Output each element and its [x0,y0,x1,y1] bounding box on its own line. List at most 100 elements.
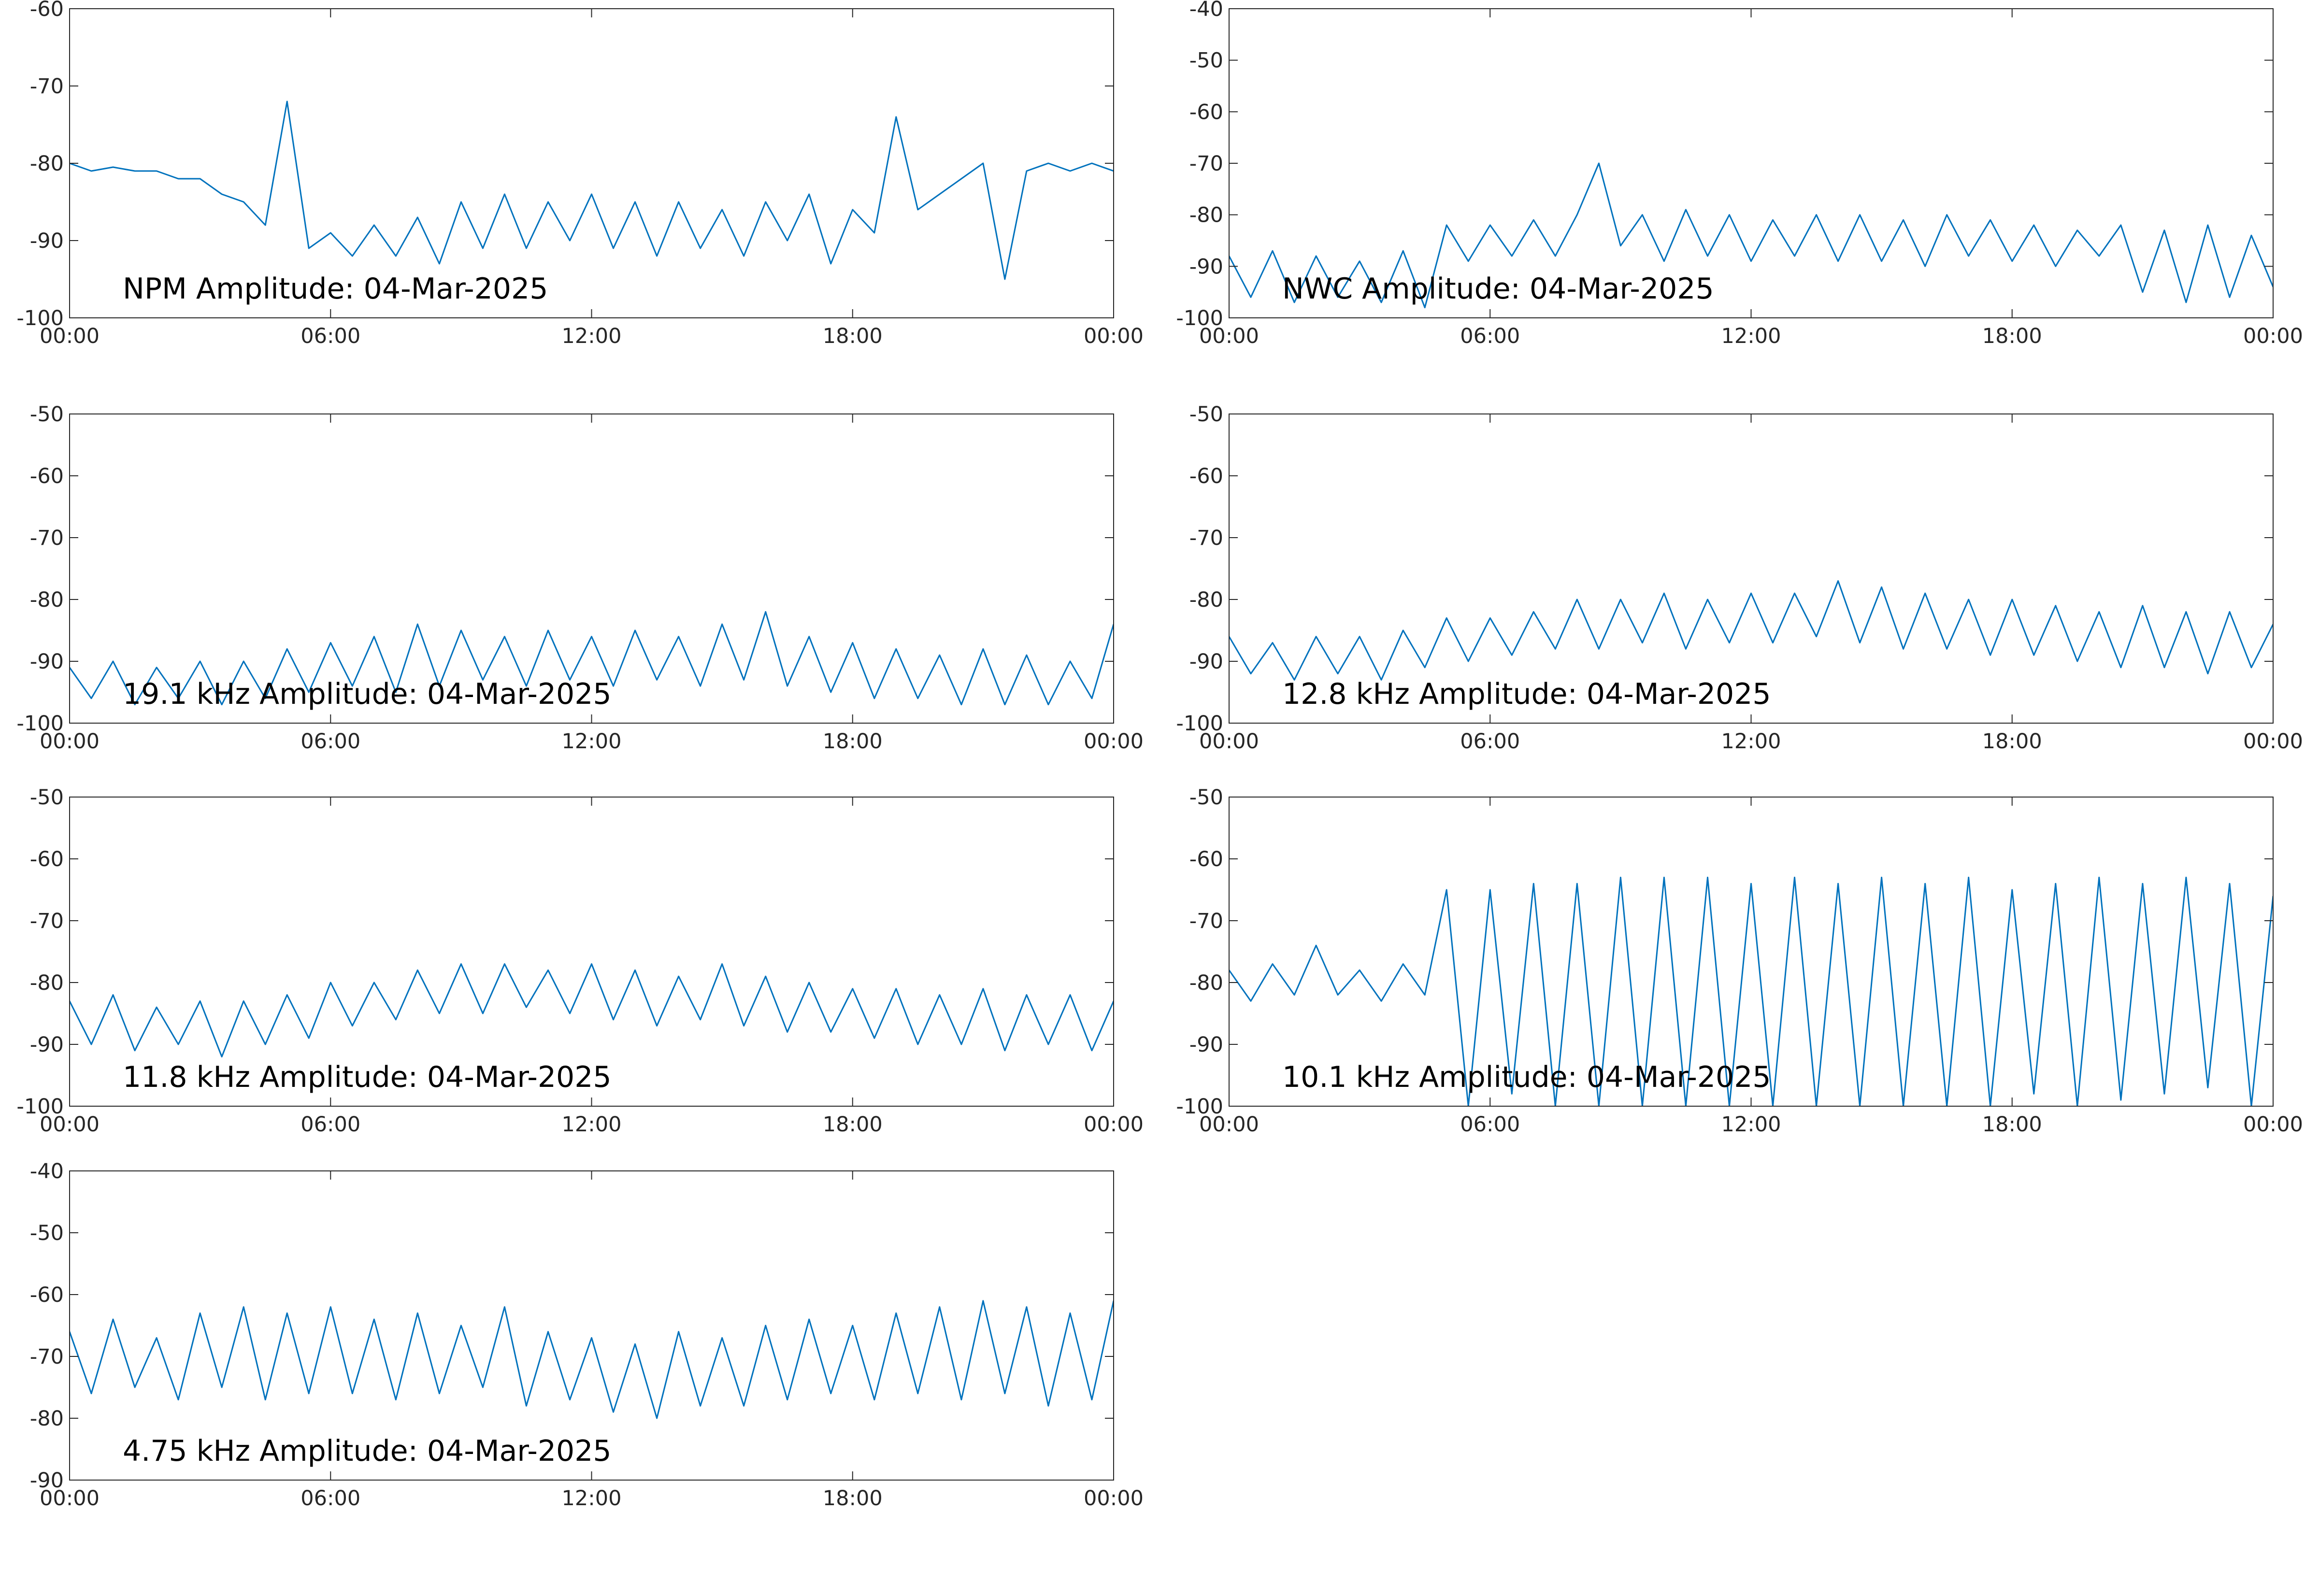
annotation: 10.1 kHz Amplitude: 04-Mar-2025 [1282,1060,1771,1094]
subplot: -100 -90 -80 -70 -60 -50 -40 00:00 06:00 12:00 18:… [1176,0,2303,348]
y-tick-label: -100 [16,306,64,330]
y-tick-label: -60 [1189,847,1223,871]
annotation: 11.8 kHz Amplitude: 04-Mar-2025 [123,1060,612,1094]
x-tick-label: 18:00 [823,729,883,754]
x-tick-label: 00:00 [1199,1112,1259,1137]
x-tick-label: 18:00 [1982,729,2042,754]
plot-area [70,100,1114,280]
x-tick-label: 06:00 [1460,1112,1520,1137]
y-tick-label: -100 [1176,1095,1223,1119]
y-tick-label: -100 [16,1095,64,1119]
y-tick-label: -70 [30,909,64,933]
plot-area [70,1300,1114,1419]
signal-line [1229,580,2273,681]
x-tick-label: 12:00 [1721,1112,1781,1137]
y-tick-label: -80 [30,1407,64,1431]
axes-box [1229,413,2274,724]
signal-line [1229,162,2273,309]
x-tick-label: 18:00 [1982,1112,2042,1137]
plot-area [1229,162,2273,309]
x-tick-label: 12:00 [562,729,622,754]
x-tick-label: 00:00 [2243,1112,2303,1137]
annotation: NWC Amplitude: 04-Mar-2025 [1282,272,1714,306]
y-tick-label: -100 [1176,306,1223,330]
axes-box [1229,8,2274,318]
x-tick-label: 00:00 [1084,729,1144,754]
axes-box [69,797,1114,1107]
y-tick-label: -60 [1189,464,1223,488]
subplot: -100 -90 -80 -70 -60 -50 00:00 06:00 12:00 18:00 0… [1176,402,2303,754]
y-tick-label: -60 [30,464,64,488]
annotation: NPM Amplitude: 04-Mar-2025 [123,272,548,306]
subplot: -100 -90 -80 -70 -60 -50 00:00 06:00 12:00 18:00 0… [16,785,1144,1137]
y-tick-label: -50 [1189,49,1223,73]
y-tick-label: -70 [1189,909,1223,933]
y-tick-label: -60 [30,0,64,21]
y-tick-label: -60 [30,1283,64,1307]
y-tick-label: -60 [30,847,64,871]
y-tick-label: -70 [1189,152,1223,176]
signal-line [1229,876,2273,1106]
y-tick-label: -90 [1189,650,1223,674]
y-tick-label: -100 [16,712,64,736]
subplot: -100 -90 -80 -70 -60 -50 00:00 06:00 12:00 18:00 0… [16,402,1144,754]
y-tick-label: -70 [30,74,64,99]
x-tick-label: 12:00 [562,324,622,348]
x-tick-label: 18:00 [1982,324,2042,348]
y-tick-label: -50 [1189,402,1223,427]
y-tick-label: -40 [30,1159,64,1183]
signal-line [70,611,1114,706]
plot-area [1229,876,2273,1106]
plot-area [70,611,1114,706]
x-tick-label: 00:00 [1199,729,1259,754]
x-tick-label: 06:00 [1460,729,1520,754]
x-tick-label: 12:00 [1721,729,1781,754]
x-tick-label: 18:00 [823,1112,883,1137]
y-tick-label: -80 [1189,971,1223,995]
y-tick-label: -50 [30,785,64,810]
x-tick-label: 00:00 [2243,729,2303,754]
y-tick-label: -90 [1189,255,1223,279]
subplot: -90 -80 -70 -60 -50 -40 00:00 06:00 12:00 18:00 00… [30,1159,1144,1510]
y-tick-label: -90 [30,650,64,674]
y-tick-label: -60 [1189,100,1223,124]
x-tick-label: 00:00 [40,729,100,754]
signal-line [70,963,1114,1058]
y-tick-label: -80 [30,971,64,995]
signal-line [70,100,1114,280]
x-tick-label: 12:00 [562,1486,622,1510]
axes-box [69,1170,1114,1481]
annotation: 12.8 kHz Amplitude: 04-Mar-2025 [1282,677,1771,711]
y-tick-label: -70 [1189,526,1223,550]
signal-line [70,1300,1114,1419]
x-tick-label: 00:00 [1084,1112,1144,1137]
y-tick-label: -80 [30,152,64,176]
y-tick-label: -90 [30,1033,64,1057]
annotation: 19.1 kHz Amplitude: 04-Mar-2025 [123,677,612,711]
y-tick-label: -50 [1189,785,1223,810]
y-tick-label: -40 [1189,0,1223,21]
x-tick-label: 00:00 [2243,324,2303,348]
y-tick-label: -80 [30,588,64,612]
axes-box [69,8,1114,318]
y-tick-label: -90 [1189,1033,1223,1057]
x-tick-label: 18:00 [823,1486,883,1510]
x-tick-label: 12:00 [562,1112,622,1137]
y-tick-label: -100 [1176,712,1223,736]
annotation: 4.75 kHz Amplitude: 04-Mar-2025 [123,1434,612,1468]
x-tick-label: 00:00 [40,1486,100,1510]
y-tick-label: -50 [30,402,64,427]
x-tick-label: 06:00 [301,729,360,754]
plot-area [70,963,1114,1058]
x-tick-label: 18:00 [823,324,883,348]
x-tick-label: 06:00 [1460,324,1520,348]
x-tick-label: 00:00 [1084,324,1144,348]
y-tick-label: -70 [30,1345,64,1369]
y-tick-label: -90 [30,229,64,253]
y-tick-label: -50 [30,1221,64,1245]
x-tick-label: 06:00 [301,324,360,348]
x-tick-label: 06:00 [301,1486,360,1510]
y-tick-label: -80 [1189,588,1223,612]
